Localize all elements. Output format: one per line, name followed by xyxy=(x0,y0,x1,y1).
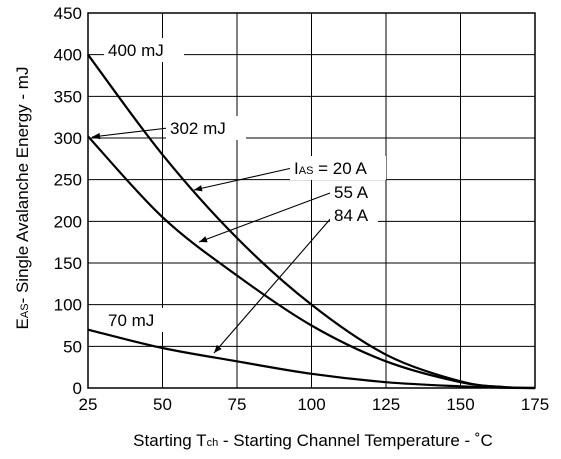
plot-frame xyxy=(87,12,536,389)
x-tick-labels: 25 50 75 100 125 150 175 xyxy=(79,395,550,414)
ias-subscript: AS xyxy=(299,165,314,177)
label-mask-ias xyxy=(290,156,386,180)
arrow-55a-line xyxy=(198,192,331,243)
annotation-302mj: 302 mJ xyxy=(170,119,226,138)
y-tick-labels: 0 50 100 150 200 250 300 350 400 450 xyxy=(54,4,82,398)
x-tick-label: 175 xyxy=(521,395,549,414)
arrow-302mj-line xyxy=(91,127,169,138)
x-tick-label: 50 xyxy=(153,395,172,414)
label-mask-400 xyxy=(104,38,184,62)
y-tick-label: 50 xyxy=(63,337,82,356)
annotation-arrows xyxy=(91,127,333,354)
y-tick-label: 200 xyxy=(54,212,82,231)
x-tick-label: 75 xyxy=(228,395,247,414)
y-tick-label: 350 xyxy=(54,87,82,106)
arrow-55a-head xyxy=(199,236,208,243)
arrow-20a-head xyxy=(194,185,203,192)
y-tick-label: 300 xyxy=(54,129,82,148)
y-axis-label: EAS- Single Avalanche Energy - mJ xyxy=(13,67,32,330)
arrow-20a-line xyxy=(193,167,293,191)
arrow-84a-head xyxy=(214,344,222,353)
y-tick-label: 400 xyxy=(54,46,82,65)
y-tick-label: 0 xyxy=(73,379,82,398)
annotation-400mj: 400 mJ xyxy=(108,41,164,60)
annotation-84a: 84 A xyxy=(334,206,369,225)
arrow-302mj-head xyxy=(92,132,101,140)
ias-value: = 20 A xyxy=(313,159,367,178)
x-tick-label: 100 xyxy=(297,395,325,414)
annotation-70mj: 70 mJ xyxy=(108,311,154,330)
x-axis-label: Starting Tch - Starting Channel Temperat… xyxy=(133,431,493,450)
label-mask-70 xyxy=(104,308,170,332)
label-mask-55 xyxy=(330,181,378,203)
y-tick-label: 450 xyxy=(54,4,82,23)
label-mask-84 xyxy=(330,204,378,226)
arrow-84a-line xyxy=(213,216,333,354)
x-tick-label: 25 xyxy=(79,395,98,414)
annotation-ias-20a: IAS = 20 A xyxy=(294,159,367,178)
x-tick-label: 150 xyxy=(446,395,474,414)
ias-symbol: I xyxy=(294,159,299,178)
annotation-55a: 55 A xyxy=(334,183,369,202)
label-mask-302 xyxy=(166,116,246,140)
x-tick-label: 125 xyxy=(372,395,400,414)
y-tick-label: 250 xyxy=(54,171,82,190)
y-tick-label: 150 xyxy=(54,254,82,273)
y-tick-label: 100 xyxy=(54,296,82,315)
